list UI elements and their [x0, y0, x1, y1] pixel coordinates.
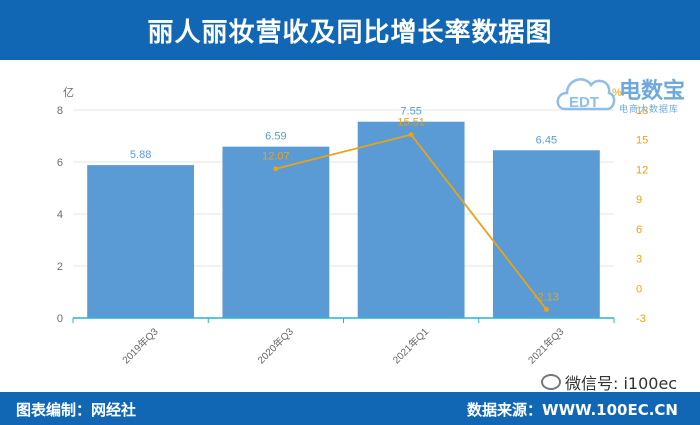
bar-2021年Q3: [492, 150, 600, 318]
bar-2021年Q1: [357, 121, 465, 318]
y-axis-unit: 亿: [63, 86, 74, 99]
bar-value-label: 7.55: [400, 106, 421, 118]
bar-value-label: 5.88: [130, 149, 151, 161]
edt-logo-watermark: EDT 电数宝 电商大数据库: [553, 65, 693, 125]
chart-area: 0 2 4 6 8 亿 -3 0 3 6 9 12 15 18% 5.88 6.59 7.55 6.45 2019年…: [0, 60, 700, 390]
footer-credit: 图表编制：网经社: [16, 401, 137, 419]
wechat-icon: [541, 374, 561, 390]
chart-title: 丽人丽妆营收及同比增长率数据图: [147, 17, 553, 48]
x-tick-label: 2019年Q3: [119, 325, 161, 367]
footer-source: 数据来源：WWW.100EC.CN: [467, 401, 678, 419]
x-tick-label: 2020年Q3: [255, 325, 297, 367]
x-tick-label: 2021年Q1: [390, 325, 432, 367]
combo-chart: 0 2 4 6 8亿 -3 0 3 6 9 12 15 18% 5.88 6.59 7.55 6.45 2019年…: [57, 86, 648, 367]
y2-axis-unit: %: [612, 87, 622, 99]
y2-tick-label: 18: [636, 105, 648, 117]
growth-rate-point: [273, 166, 279, 172]
y-tick-label: 4: [57, 209, 63, 221]
y-tick-label: 0: [57, 313, 63, 325]
logo-main-text: 电数宝: [619, 79, 686, 104]
y2-tick-label: 9: [636, 194, 642, 206]
growth-rate-label: 15.51: [397, 117, 425, 129]
wechat-watermark: 微信号: i100ec: [541, 370, 677, 394]
y-tick-label: 6: [57, 157, 63, 169]
logo-sub-text: 电商大数据库: [619, 105, 680, 115]
bar-2020年Q3: [222, 146, 330, 318]
x-tick-label: 2021年Q3: [525, 325, 567, 367]
title-banner: 丽人丽妆营收及同比增长率数据图: [0, 0, 700, 60]
wechat-id: 微信号: i100ec: [565, 374, 678, 393]
y2-tick-label: 15: [636, 135, 648, 147]
growth-rate-point: [408, 132, 414, 138]
y2-tick-label: 3: [636, 254, 642, 266]
y2-tick-label: 12: [636, 164, 648, 176]
y-tick-label: 2: [57, 261, 63, 273]
y2-tick-label: 6: [636, 224, 642, 236]
cloud-logo-icon: EDT: [556, 78, 616, 111]
logo-badge: EDT: [569, 94, 599, 111]
growth-rate-point: [543, 306, 549, 312]
bar-value-label: 6.45: [536, 134, 557, 146]
y2-tick-label: 0: [636, 283, 642, 295]
growth-rate-label: 12.07: [262, 151, 290, 163]
growth-rate-label: -2.13: [534, 291, 559, 303]
footer-banner: 图表编制：网经社 数据来源：WWW.100EC.CN: [0, 392, 700, 425]
bar-2019年Q3: [87, 165, 195, 318]
y2-tick-label: -3: [636, 313, 646, 325]
bar-value-label: 6.59: [265, 131, 286, 143]
y-tick-label: 8: [57, 105, 63, 117]
